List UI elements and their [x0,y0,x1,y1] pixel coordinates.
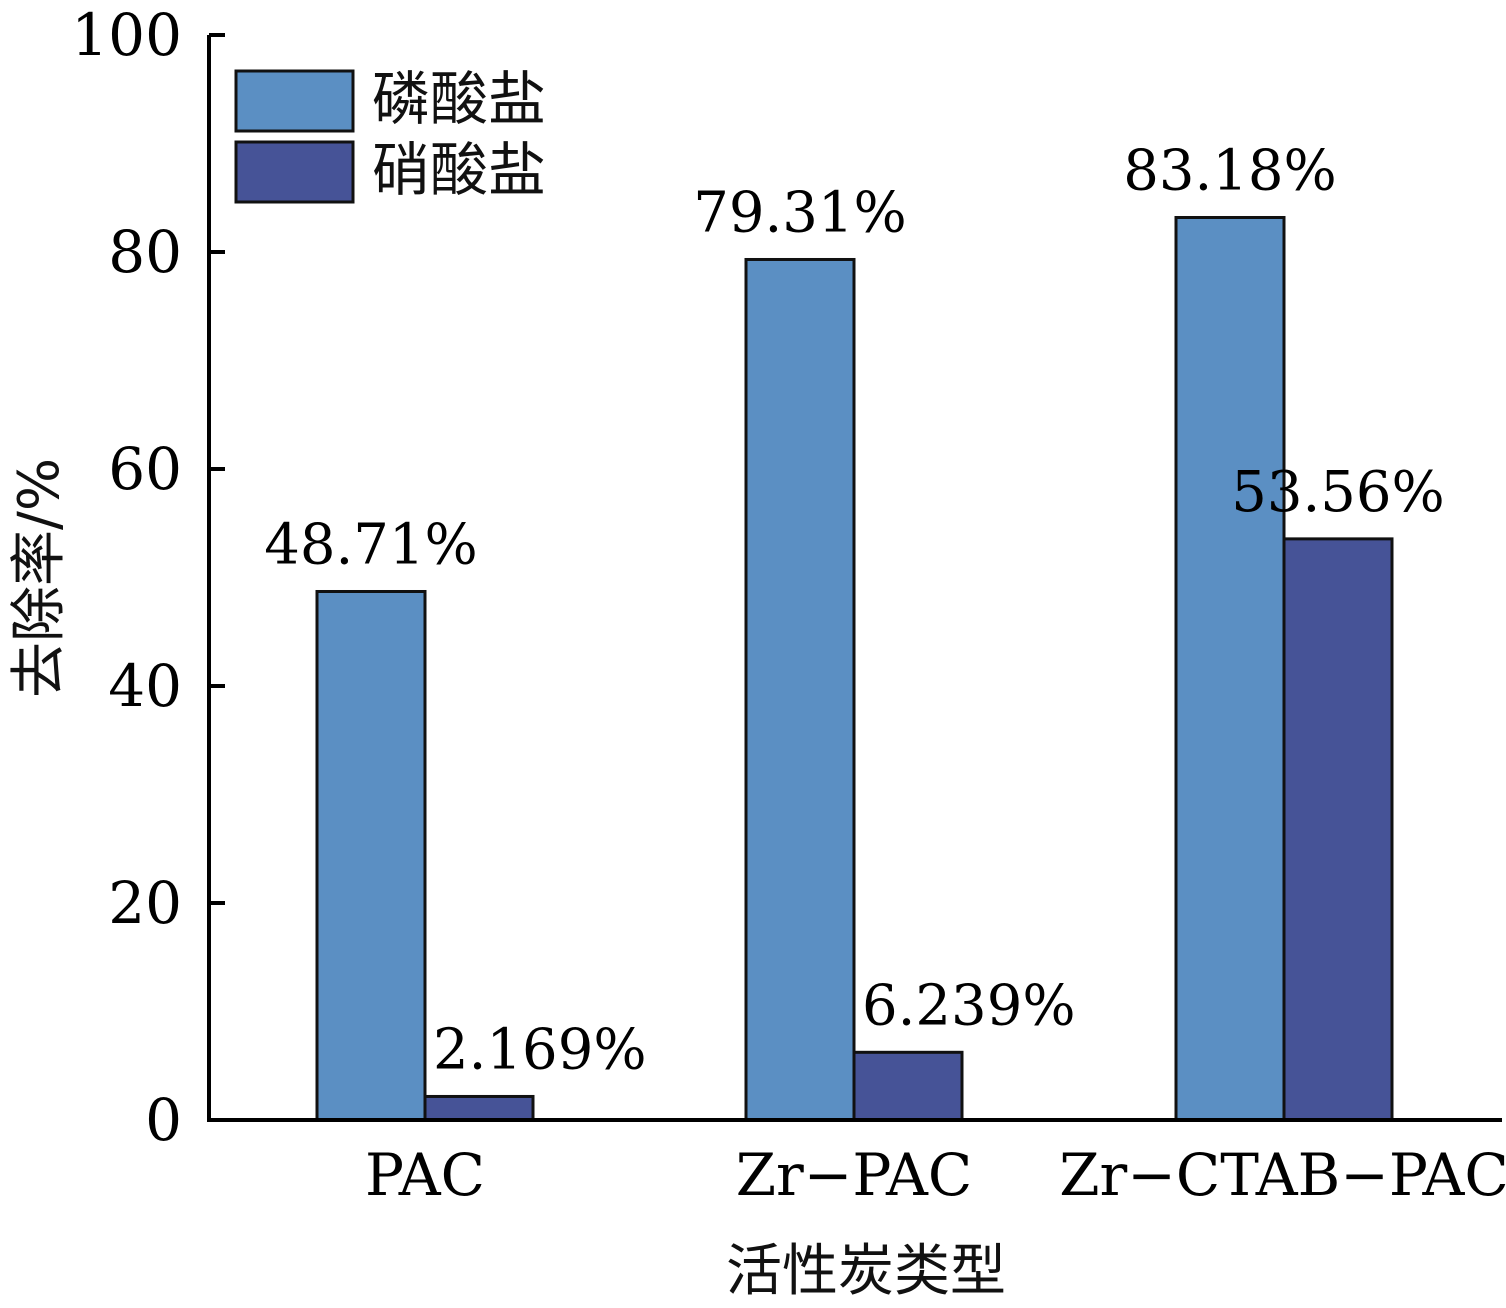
data-label-phosphate-0: 48.71% [264,512,478,577]
bar-nitrate-1 [852,1050,964,1122]
legend-label-0: 磷酸盐 [372,65,546,133]
x-tick-label-2: Zr−CTAB−PAC [1059,1141,1506,1209]
y-tick-label-40: 40 [108,652,182,720]
x-tick-label-1: Zr−PAC [736,1141,973,1209]
bars-layer [315,215,1394,1122]
bar-phosphate-2 [1174,215,1286,1122]
bar-phosphate-0 [315,589,427,1122]
legend-label-1: 硝酸盐 [372,136,546,204]
y-ticks: 0 20 40 60 80 100 [71,1,225,1154]
x-tick-labels: PAC Zr−PAC Zr−CTAB−PAC [365,1141,1506,1209]
x-tick-label-0: PAC [365,1141,485,1209]
data-label-nitrate-0: 2.169% [433,1017,647,1082]
axes [207,35,1502,1122]
legend-swatch-1 [234,140,355,204]
data-label-phosphate-2: 83.18% [1123,138,1337,203]
y-tick-label-0: 0 [145,1086,182,1154]
bar-nitrate-2 [1282,537,1394,1122]
data-label-phosphate-1: 79.31% [693,180,907,245]
y-axis-label: 去除率/% [7,458,72,698]
y-tick-label-80: 80 [108,218,182,286]
bar-phosphate-1 [744,257,856,1122]
y-tick-label-100: 100 [71,1,182,69]
x-axis-label: 活性炭类型 [726,1239,1006,1304]
data-label-nitrate-1: 6.239% [862,973,1076,1038]
bar-nitrate-0 [423,1094,535,1122]
y-tick-label-20: 20 [108,869,182,937]
value-labels-layer: 48.71% 2.169% 79.31% 6.239% 83.18% 53.56% [264,138,1445,1082]
data-label-nitrate-2: 53.56% [1231,460,1445,525]
y-tick-label-60: 60 [108,435,182,503]
legend-swatch-0 [234,69,355,133]
